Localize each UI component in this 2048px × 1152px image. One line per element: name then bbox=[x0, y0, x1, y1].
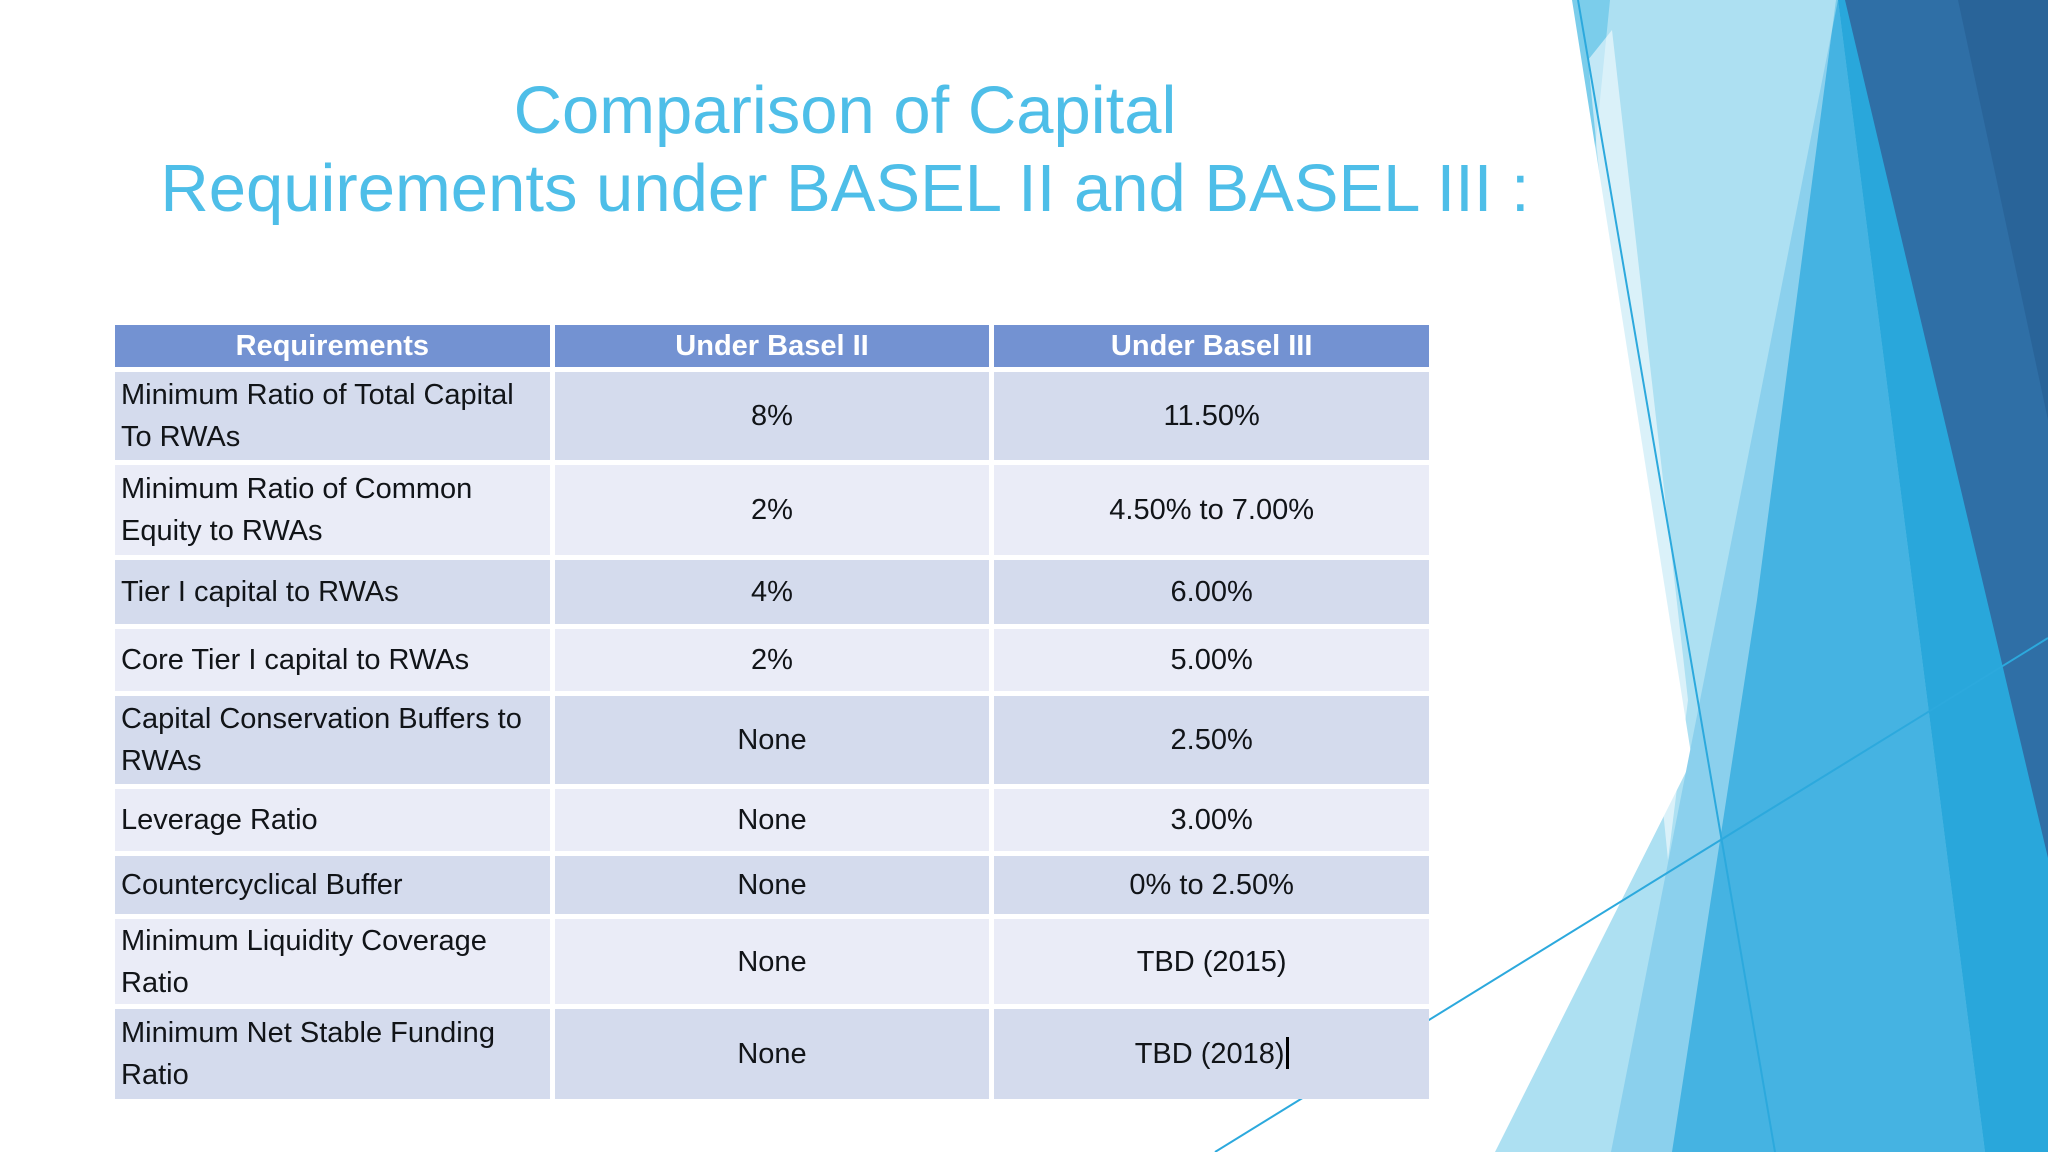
cell-under-basel-2: 2% bbox=[554, 465, 990, 555]
table-row: Leverage Ratio None 3.00% bbox=[115, 789, 1429, 851]
decor-corner-shade bbox=[1958, 0, 2048, 420]
slide-title-line1: Comparison of Capital bbox=[513, 73, 1177, 148]
cell-under-basel-3: 0% to 2.50% bbox=[994, 856, 1429, 914]
cell-requirement: Leverage Ratio bbox=[115, 789, 550, 851]
table-row: Tier I capital to RWAs 4% 6.00% bbox=[115, 560, 1429, 624]
decor-medium-triangle bbox=[1611, 0, 1985, 1152]
cell-requirement: Minimum Ratio of Common Equity to RWAs bbox=[115, 465, 550, 555]
cell-value: TBD (2015) bbox=[1136, 945, 1287, 978]
header-cell-under-basel-3: Under Basel III bbox=[994, 325, 1429, 367]
table-row: Countercyclical Buffer None 0% to 2.50% bbox=[115, 856, 1429, 914]
cell-value: 0% to 2.50% bbox=[1129, 869, 1294, 901]
cell-requirement: Minimum Liquidity Coverage Ratio bbox=[115, 919, 550, 1004]
table-row: Minimum Liquidity Coverage Ratio None TBD … bbox=[115, 919, 1429, 1004]
decor-white-streak bbox=[1588, 30, 1688, 860]
cell-value: 5.00% bbox=[1170, 644, 1253, 676]
cell-under-basel-2: 4% bbox=[554, 560, 990, 624]
table-row: Minimum Net Stable Funding Ratio None TBD … bbox=[115, 1009, 1429, 1099]
cell-value: TBD (2018) bbox=[1134, 1038, 1285, 1070]
cell-under-basel-3: 11.50% bbox=[994, 372, 1429, 460]
cell-value: 2.50% bbox=[1170, 724, 1253, 756]
cell-under-basel-3: TBD (2015) bbox=[994, 919, 1429, 1004]
slide-title-line2: Requirements under BASEL II and BASEL II… bbox=[160, 151, 1530, 226]
cell-requirement: Countercyclical Buffer bbox=[115, 856, 550, 914]
table-row: Minimum Ratio of Common Equity to RWAs 2%… bbox=[115, 465, 1429, 555]
cell-under-basel-3: 2.50% bbox=[994, 696, 1429, 784]
text-cursor bbox=[1285, 1037, 1289, 1069]
header-cell-requirements: Requirements bbox=[115, 325, 550, 367]
cell-requirement: Tier I capital to RWAs bbox=[115, 560, 550, 624]
cell-requirement: Capital Conservation Buffers to RWAs bbox=[115, 696, 550, 784]
basel-comparison-table: Requirements Under Basel II Under Basel … bbox=[110, 320, 1434, 1104]
cell-under-basel-3: 5.00% bbox=[994, 629, 1429, 691]
cell-requirement: Minimum Net Stable Funding Ratio bbox=[115, 1009, 550, 1099]
cell-under-basel-2: 2% bbox=[554, 629, 990, 691]
cell-under-basel-2: None bbox=[554, 696, 990, 784]
table-row: Core Tier I capital to RWAs 2% 5.00% bbox=[115, 629, 1429, 691]
cell-under-basel-2: None bbox=[554, 1009, 990, 1099]
table-header-row: Requirements Under Basel II Under Basel … bbox=[115, 325, 1429, 367]
table-body: Minimum Ratio of Total Capital To RWAs 8%… bbox=[115, 372, 1429, 1099]
cell-under-basel-2: 8% bbox=[554, 372, 990, 460]
cell-under-basel-2: None bbox=[554, 789, 990, 851]
cell-under-basel-3: 6.00% bbox=[994, 560, 1429, 624]
cell-requirement: Core Tier I capital to RWAs bbox=[115, 629, 550, 691]
cell-under-basel-2: None bbox=[554, 856, 990, 914]
cell-requirement: Minimum Ratio of Total Capital To RWAs bbox=[115, 372, 550, 460]
table-row: Minimum Ratio of Total Capital To RWAs 8%… bbox=[115, 372, 1429, 460]
cell-value: 6.00% bbox=[1170, 576, 1253, 608]
cell-under-basel-2: None bbox=[554, 919, 990, 1004]
cell-under-basel-3[interactable]: TBD (2018) bbox=[994, 1009, 1429, 1099]
cell-value: 4.50% to 7.00% bbox=[1109, 494, 1315, 526]
decor-dark-wedge bbox=[1845, 0, 2048, 858]
cell-value: 11.50% bbox=[1163, 400, 1260, 432]
cell-under-basel-3: 4.50% to 7.00% bbox=[994, 465, 1429, 555]
slide-title: Comparison of Capital Requirements under… bbox=[0, 72, 1690, 228]
cell-value: 3.00% bbox=[1170, 804, 1253, 836]
table-row: Capital Conservation Buffers to RWAs None… bbox=[115, 696, 1429, 784]
cell-under-basel-3: 3.00% bbox=[994, 789, 1429, 851]
header-cell-under-basel-2: Under Basel II bbox=[554, 325, 990, 367]
decor-thin-line-1 bbox=[1577, 0, 1776, 1152]
